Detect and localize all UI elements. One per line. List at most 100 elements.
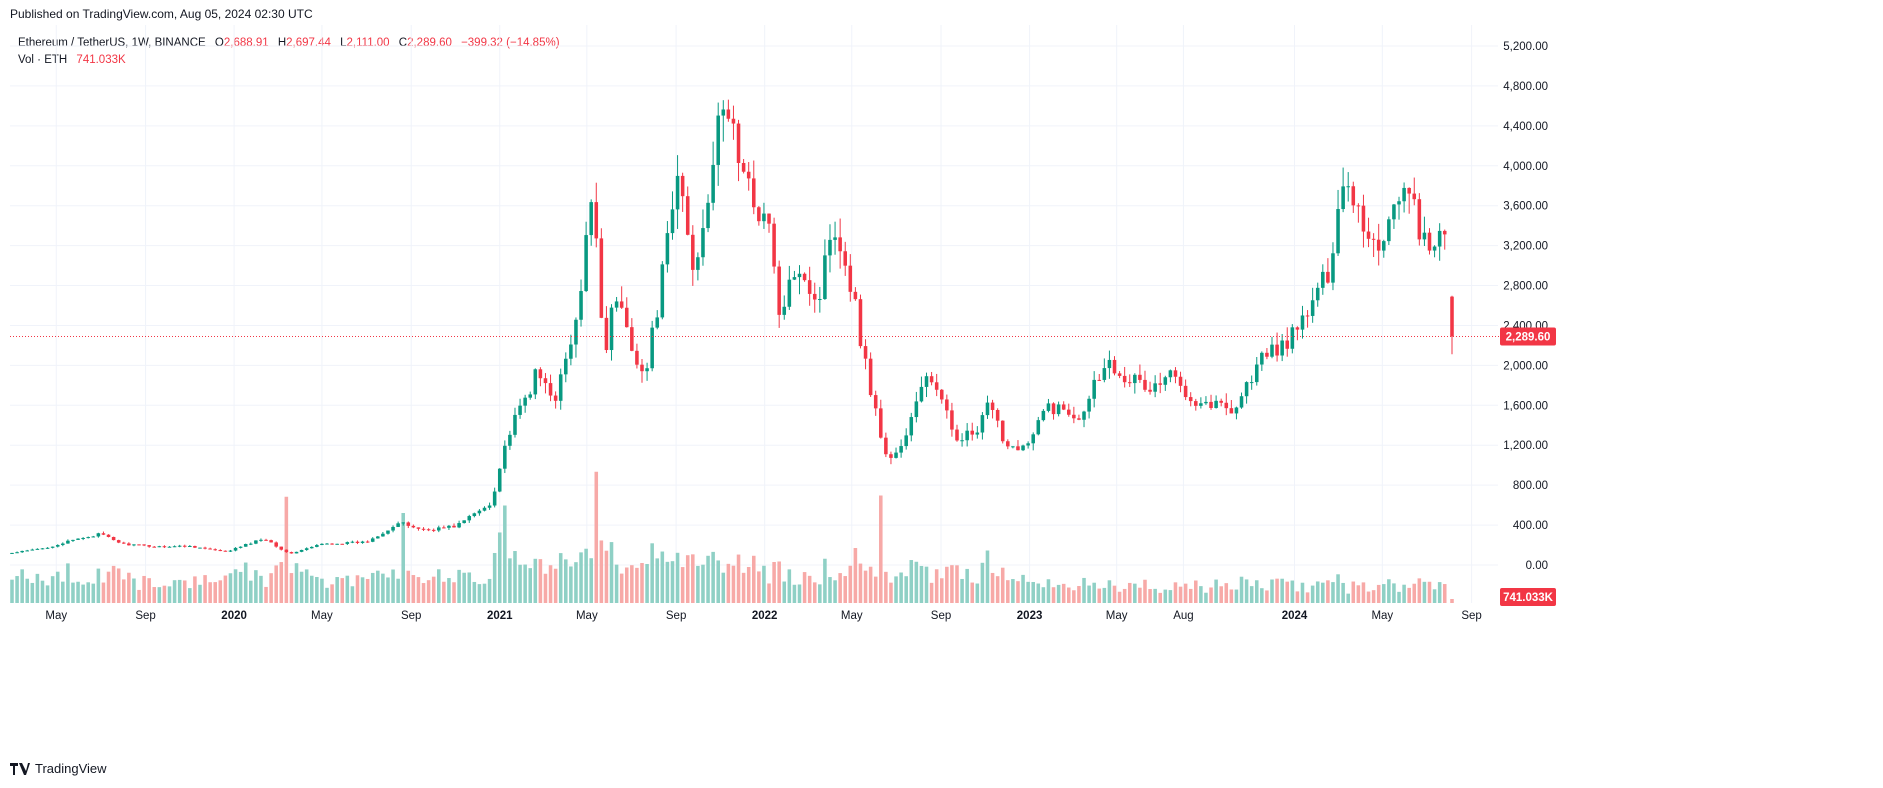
volume-bar (757, 571, 761, 603)
volume-bar (101, 582, 106, 603)
volume-bar (985, 550, 990, 603)
volume-bar (1112, 585, 1117, 603)
candle-body (431, 529, 436, 531)
candle-body (1450, 296, 1454, 337)
volume-bar (335, 577, 339, 603)
volume-bar (579, 552, 583, 603)
time-tick-label: May (311, 610, 333, 622)
candle-body (736, 123, 741, 163)
volume-bar (1417, 578, 1422, 603)
volume-bar (1138, 587, 1142, 603)
close-label: C (398, 37, 408, 49)
candle-body (315, 545, 319, 547)
volume-bar (132, 578, 136, 603)
volume-bar (1224, 583, 1229, 603)
candle-body (274, 542, 278, 547)
volume-bar (838, 573, 842, 603)
volume-bar (807, 575, 812, 603)
volume-label[interactable]: Vol · ETH (18, 54, 68, 66)
candle-body (320, 543, 324, 546)
volume-bar (858, 563, 863, 603)
volume-bar (1061, 583, 1066, 603)
volume-bar (45, 585, 50, 603)
volume-bar (696, 565, 700, 603)
candle-body (899, 446, 903, 453)
volume-bar (1341, 582, 1345, 603)
candle-body (711, 164, 715, 203)
tradingview-brand[interactable]: TradingView (10, 761, 107, 776)
volume-bar (1249, 586, 1254, 603)
candle-body (1163, 377, 1168, 385)
volume-bar (574, 562, 578, 603)
candle-body (309, 546, 314, 549)
volume-bar (1102, 587, 1107, 603)
candle-body (203, 547, 207, 549)
candle-body (198, 547, 202, 549)
candle-body (106, 534, 111, 537)
candle-body (426, 529, 431, 531)
volume-bar (777, 561, 781, 603)
candle-body (40, 548, 45, 550)
volume-bar (274, 565, 278, 603)
candle-body (1356, 205, 1361, 207)
candle-body (782, 306, 787, 315)
volume-bar (589, 558, 593, 603)
volume-bar (431, 576, 436, 603)
volume-bar (1381, 584, 1386, 603)
candle-body (950, 410, 954, 430)
volume-bar (233, 569, 238, 603)
volume-bar (924, 566, 929, 603)
volume-bar (1239, 576, 1244, 603)
candle-body (635, 350, 639, 365)
candle-body (1051, 403, 1056, 415)
volume-bar (1107, 580, 1112, 603)
candle-body (833, 237, 837, 240)
volume-bar (1143, 579, 1147, 603)
candle-body (411, 525, 416, 528)
candle-body (1305, 315, 1310, 317)
candle-body (838, 237, 842, 252)
volume-bar (1122, 588, 1127, 603)
volume-bar (1133, 583, 1137, 603)
volume-bar (162, 585, 167, 603)
volume-bar (843, 576, 848, 603)
volume-bar (609, 542, 614, 603)
price-tick-label: 4,400.00 (1503, 121, 1548, 133)
volume-bar (787, 569, 792, 603)
candle-body (137, 544, 141, 546)
time-tick-label: 2022 (752, 610, 778, 622)
candle-body (162, 546, 167, 548)
candle-body (1092, 379, 1096, 399)
last-price-tag (1500, 327, 1556, 346)
price-tick-label: 4,000.00 (1503, 161, 1548, 173)
volume-bar (1087, 585, 1091, 603)
volume-bar (66, 563, 70, 603)
candle-body (1194, 401, 1198, 406)
volume-bar (309, 575, 314, 603)
candle-body (1082, 411, 1086, 420)
volume-bar (919, 565, 924, 603)
volume-bar (259, 575, 263, 603)
volume-bar (513, 551, 517, 603)
price-chart[interactable]: 5,200.00 4,800.00 4,400.00 4,000.00 3,600.00… (0, 25, 1883, 762)
volume-bar (381, 573, 385, 603)
candle-body (482, 507, 487, 511)
candle-body (640, 364, 644, 372)
volume-bar (1148, 589, 1152, 603)
candle-body (543, 378, 548, 384)
volume-bar (1346, 593, 1350, 603)
candle-body (1000, 420, 1005, 442)
time-tick-label: May (576, 610, 598, 622)
candle-body (1138, 374, 1142, 380)
time-tick-label: Aug (1173, 610, 1193, 622)
candle-body (492, 491, 497, 506)
volume-bar (741, 572, 746, 603)
volume-bar (1000, 567, 1005, 603)
volume-bar (884, 571, 888, 603)
volume-bar (40, 580, 45, 603)
candle-body (386, 530, 390, 534)
candle-body (35, 548, 40, 550)
volume-bar (848, 565, 853, 603)
candle-body (1402, 187, 1406, 202)
volume-bar (91, 583, 96, 603)
